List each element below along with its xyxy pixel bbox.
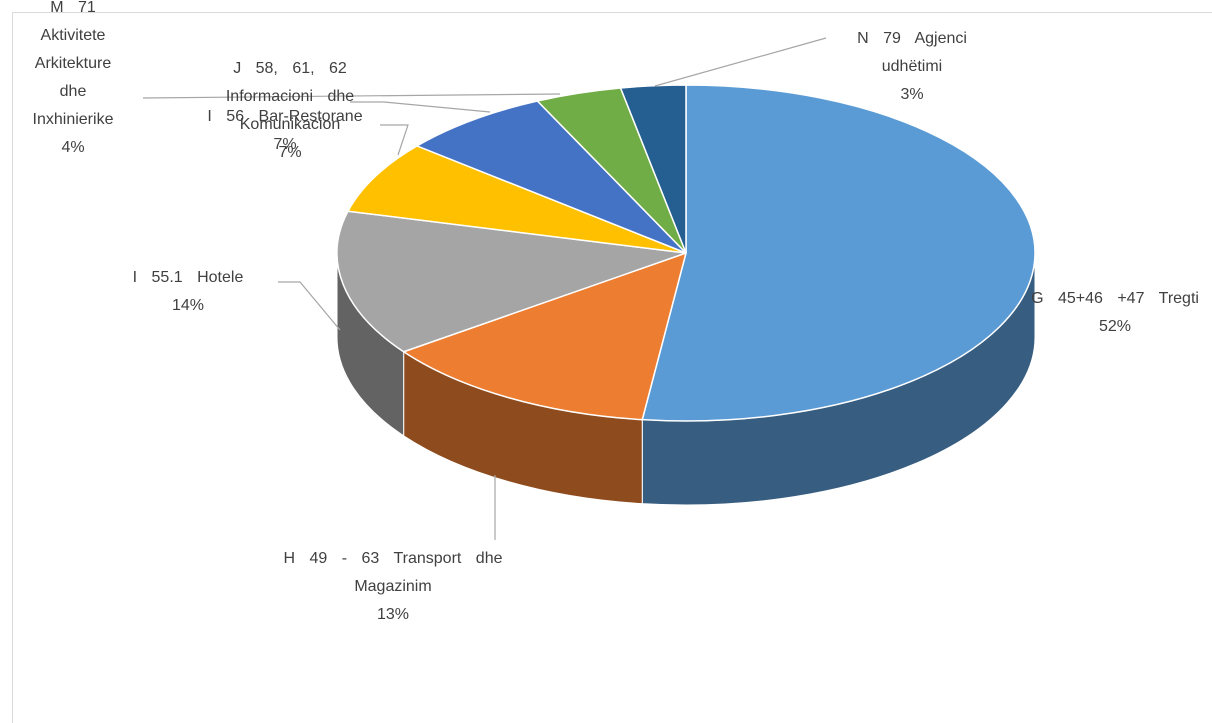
value-label: 52% xyxy=(1098,318,1132,335)
slice-label: G 45+46 +47 Tregti 52% xyxy=(990,285,1212,341)
slice-label: I 56 Bar-Restorane 7% xyxy=(165,103,405,159)
slice-label: N 79 Agjenci udhëtimi 3% xyxy=(822,25,1002,109)
slice xyxy=(415,100,687,254)
value-label: 13% xyxy=(376,606,410,623)
leader-line xyxy=(278,281,341,331)
value-label: 7% xyxy=(278,144,302,161)
slice xyxy=(401,251,688,421)
pie-sides xyxy=(336,252,1036,506)
slice xyxy=(336,210,687,353)
pie-tops xyxy=(336,84,1036,422)
leader-line xyxy=(142,93,561,99)
slice xyxy=(346,145,687,254)
value-label: 4% xyxy=(61,139,85,156)
chart-frame xyxy=(12,12,1212,723)
slice-label: M 71 Aktivitete Arkitekture dhe Inxhinie… xyxy=(32,0,114,162)
category-label: H 49 - 63 Transport dhe Magazinim xyxy=(283,550,503,595)
value-label: 14% xyxy=(171,297,205,314)
category-label: G 45+46 +47 Tregti xyxy=(1031,290,1199,307)
category-label: N 79 Agjenci udhëtimi xyxy=(857,30,967,75)
category-label: M 71 Aktivitete Arkitekture dhe Inxhinie… xyxy=(32,0,114,128)
slice-label: J 58, 61, 62 Informacioni dhe Komunikaci… xyxy=(215,55,365,167)
slice xyxy=(641,84,1036,422)
leader-line xyxy=(654,37,827,87)
slice-label: I 55.1 Hotele 14% xyxy=(88,264,288,320)
category-label: J 58, 61, 62 Informacioni dhe Komunikaci… xyxy=(225,60,355,133)
leader-line xyxy=(350,101,491,113)
slice-label: H 49 - 63 Transport dhe Magazinim 13% xyxy=(273,545,513,629)
leader-line xyxy=(380,124,409,156)
value-label: 3% xyxy=(900,86,924,103)
category-label: I 55.1 Hotele xyxy=(132,269,244,286)
slice xyxy=(619,84,687,254)
category-label: I 56 Bar-Restorane xyxy=(207,108,363,125)
leader-lines xyxy=(142,37,827,540)
value-label: 7% xyxy=(273,136,297,153)
